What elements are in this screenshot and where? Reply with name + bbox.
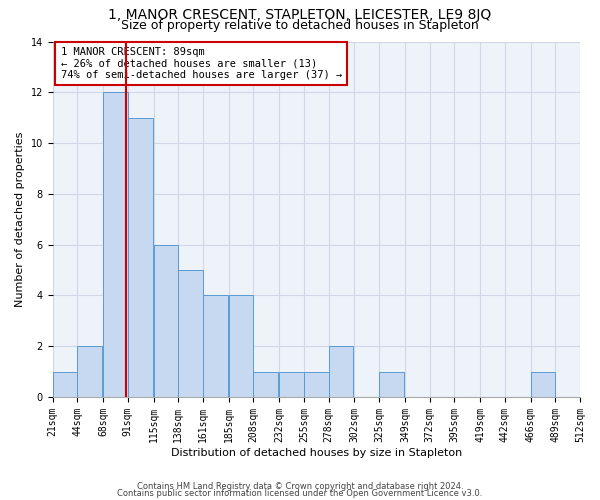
Text: Size of property relative to detached houses in Stapleton: Size of property relative to detached ho… bbox=[121, 19, 479, 32]
Bar bbox=[77, 346, 102, 397]
Bar bbox=[379, 372, 404, 397]
Text: Contains HM Land Registry data © Crown copyright and database right 2024.: Contains HM Land Registry data © Crown c… bbox=[137, 482, 463, 491]
Bar bbox=[103, 92, 128, 397]
Bar bbox=[154, 244, 178, 397]
Bar bbox=[253, 372, 278, 397]
Bar bbox=[229, 296, 253, 397]
Bar bbox=[203, 296, 228, 397]
Bar bbox=[530, 372, 555, 397]
Y-axis label: Number of detached properties: Number of detached properties bbox=[15, 132, 25, 307]
Bar bbox=[329, 346, 353, 397]
Bar bbox=[304, 372, 329, 397]
Bar bbox=[128, 118, 152, 397]
Bar bbox=[178, 270, 203, 397]
Text: 1, MANOR CRESCENT, STAPLETON, LEICESTER, LE9 8JQ: 1, MANOR CRESCENT, STAPLETON, LEICESTER,… bbox=[109, 8, 491, 22]
Bar bbox=[279, 372, 304, 397]
Text: Contains public sector information licensed under the Open Government Licence v3: Contains public sector information licen… bbox=[118, 489, 482, 498]
X-axis label: Distribution of detached houses by size in Stapleton: Distribution of detached houses by size … bbox=[171, 448, 462, 458]
Text: 1 MANOR CRESCENT: 89sqm
← 26% of detached houses are smaller (13)
74% of semi-de: 1 MANOR CRESCENT: 89sqm ← 26% of detache… bbox=[61, 47, 342, 80]
Bar bbox=[53, 372, 77, 397]
